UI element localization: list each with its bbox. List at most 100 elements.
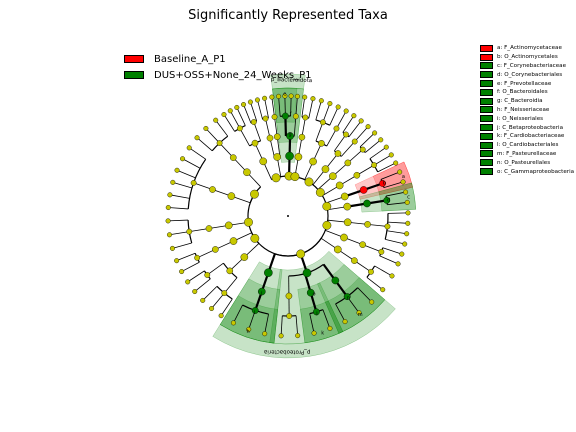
- tree-node: [344, 159, 352, 167]
- tree-radial-edge: [176, 252, 196, 262]
- root-spoke: [288, 192, 320, 216]
- tree-radial-edge: [383, 181, 404, 188]
- tree-node: [358, 118, 364, 124]
- tree-node: [266, 134, 274, 142]
- tree-radial-edge: [257, 99, 263, 120]
- tree-node: [359, 146, 366, 153]
- tree-node: [276, 93, 282, 99]
- tree-node: [304, 177, 314, 187]
- tree-node: [204, 272, 211, 278]
- taxa-legend-item: l: O_Cardiobacteriales: [480, 141, 576, 150]
- tree-node: [273, 153, 281, 161]
- tree-node: [230, 320, 236, 326]
- tree-radial-edge: [189, 147, 206, 160]
- tree-node: [333, 245, 342, 254]
- tree-node: [378, 137, 384, 143]
- taxa-legend-label: g: C_Bacteroidia: [497, 98, 543, 105]
- taxa-legend-swatch: [480, 80, 493, 88]
- tree-radial-edge: [387, 212, 408, 214]
- tree-radial-edge: [276, 136, 281, 157]
- tree-radial-edge: [387, 221, 408, 224]
- taxa-legend-label: b: O_Actinomycetales: [497, 54, 558, 61]
- node-group: [165, 93, 411, 339]
- tree-node: [190, 179, 197, 186]
- chart-title: Significantly Represented Taxa: [188, 8, 388, 23]
- taxa-legend-swatch: [480, 106, 493, 114]
- taxa-legend-label: e: F_Prevotellaceae: [497, 80, 552, 87]
- tree-radial-edge: [269, 137, 275, 158]
- taxa-legend-label: j: C_Betaproteobacteria: [497, 124, 563, 131]
- taxa-legend-swatch: [480, 53, 493, 61]
- taxa-legend-item: b: O_Actinomycetales: [480, 53, 576, 62]
- tree-node: [310, 96, 316, 102]
- tree-radial-edge: [377, 162, 396, 173]
- clade-letter: n: [347, 296, 350, 302]
- tree-node: [315, 188, 325, 197]
- tree-node: [388, 152, 394, 158]
- tree-node: [329, 172, 337, 180]
- tree-radial-edge: [354, 260, 372, 273]
- tree-node: [335, 181, 344, 190]
- taxa-legend-label: c: F_Corynebacteriaceae: [497, 62, 567, 69]
- tree-node: [179, 269, 185, 275]
- tree-node: [302, 94, 308, 100]
- node-e: [281, 112, 289, 120]
- taxa-legend-swatch: [480, 71, 493, 79]
- class-legend-label: DUS+OSS+None_24_Weeks_P1: [154, 69, 312, 81]
- tree-node: [378, 248, 385, 255]
- taxa-legend-item: e: F_Prevotellaceae: [480, 79, 576, 88]
- taxa-legend-swatch: [480, 88, 493, 96]
- tree-node: [351, 113, 357, 119]
- taxa-legend-item: m: F_Pasteurellaceae: [480, 150, 576, 159]
- tree-radial-edge: [357, 287, 372, 303]
- tree-radial-edge: [202, 286, 218, 301]
- node-a: [379, 180, 386, 187]
- tree-radial-edge: [374, 265, 393, 277]
- tree-node: [224, 221, 233, 230]
- tree-node: [209, 186, 216, 193]
- root-spoke: [288, 216, 327, 225]
- tree-node: [384, 223, 391, 230]
- tree-node: [294, 93, 300, 99]
- phylum-band-proteobacteria: [212, 299, 396, 359]
- tree-node: [340, 192, 349, 201]
- tree-node: [368, 268, 374, 275]
- tree-node: [271, 173, 281, 183]
- node-k: [313, 308, 320, 316]
- clade-letter: k: [321, 330, 324, 336]
- tree-radial-edge: [193, 182, 213, 190]
- tree-radial-edge: [369, 146, 387, 159]
- tree-node: [288, 93, 294, 99]
- tree-radial-edge: [264, 98, 269, 118]
- tree-radial-edge: [334, 134, 347, 152]
- taxa-legend-label: h: F_Neisseriaceae: [497, 106, 550, 113]
- tree-node: [298, 133, 306, 141]
- taxa-legend-swatch: [480, 115, 493, 123]
- taxa-legend-swatch: [480, 62, 493, 70]
- tree-node: [405, 220, 411, 226]
- tree-node: [322, 220, 332, 230]
- taxa-legend-label: i: O_Neisseriales: [497, 115, 544, 122]
- tree-node: [292, 113, 299, 120]
- tree-radial-edge: [315, 100, 322, 121]
- tree-node: [343, 131, 349, 138]
- tree-radial-edge: [274, 116, 278, 137]
- tree-node: [243, 168, 251, 177]
- taxa-legend-label: o: C_Gammaproteobacteria: [497, 168, 575, 175]
- tree-node: [334, 150, 342, 157]
- tree-radial-edge: [169, 231, 190, 236]
- tree-node: [371, 162, 377, 168]
- tree-node: [209, 305, 215, 311]
- taxa-legend-label: m: F_Pasteurellaceae: [497, 150, 557, 157]
- tree-node: [321, 165, 330, 173]
- tree-node: [342, 319, 348, 325]
- tree-radial-edge: [271, 97, 275, 117]
- phylum-label: p_Bacteroidota: [271, 77, 313, 84]
- taxa-legend-swatch: [480, 44, 493, 52]
- tree-node: [194, 254, 201, 261]
- tree-radial-edge: [194, 278, 211, 292]
- tree-node: [286, 313, 293, 319]
- tree-radial-edge: [223, 277, 238, 294]
- root-spoke: [276, 178, 288, 216]
- tree-radial-edge: [341, 141, 356, 157]
